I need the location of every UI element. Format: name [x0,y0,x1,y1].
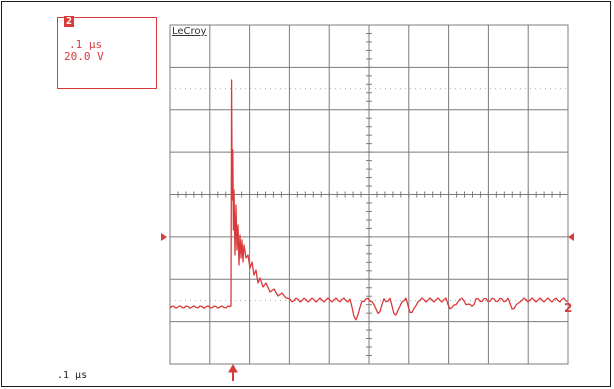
channel-volts-per-div: 20.0 V [64,50,104,63]
trigger-level-left-marker[interactable] [161,233,167,241]
brand-logo: LeCroy [172,26,207,37]
footer-timebase: .1 μs [57,370,88,381]
trigger-level-right-marker[interactable] [568,233,574,241]
center-ticks [177,32,561,357]
trigger-position-arrow[interactable] [228,363,238,381]
channel-number-badge: 2 [64,16,74,27]
trace-channel-label: 2 [564,301,573,315]
waveform-trace [169,79,569,321]
channel-timebase: .1 μs [69,38,103,51]
channel-info-box[interactable]: .1 μs 20.0 V [57,17,157,89]
